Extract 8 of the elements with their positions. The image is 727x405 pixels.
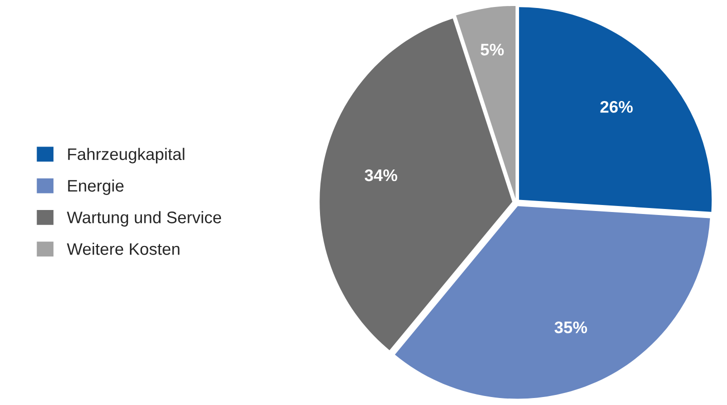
data-label: 5% xyxy=(480,44,504,56)
legend-label: Weitere Kosten xyxy=(66,242,180,255)
legend-label: Fahrzeugkapital xyxy=(68,148,184,164)
legend-label: Wartung und Service xyxy=(66,211,222,227)
data-label: 34% xyxy=(364,169,398,182)
data-label: 26% xyxy=(600,100,633,113)
data-label: 35% xyxy=(554,321,588,334)
legend-label: Energie xyxy=(68,179,124,195)
